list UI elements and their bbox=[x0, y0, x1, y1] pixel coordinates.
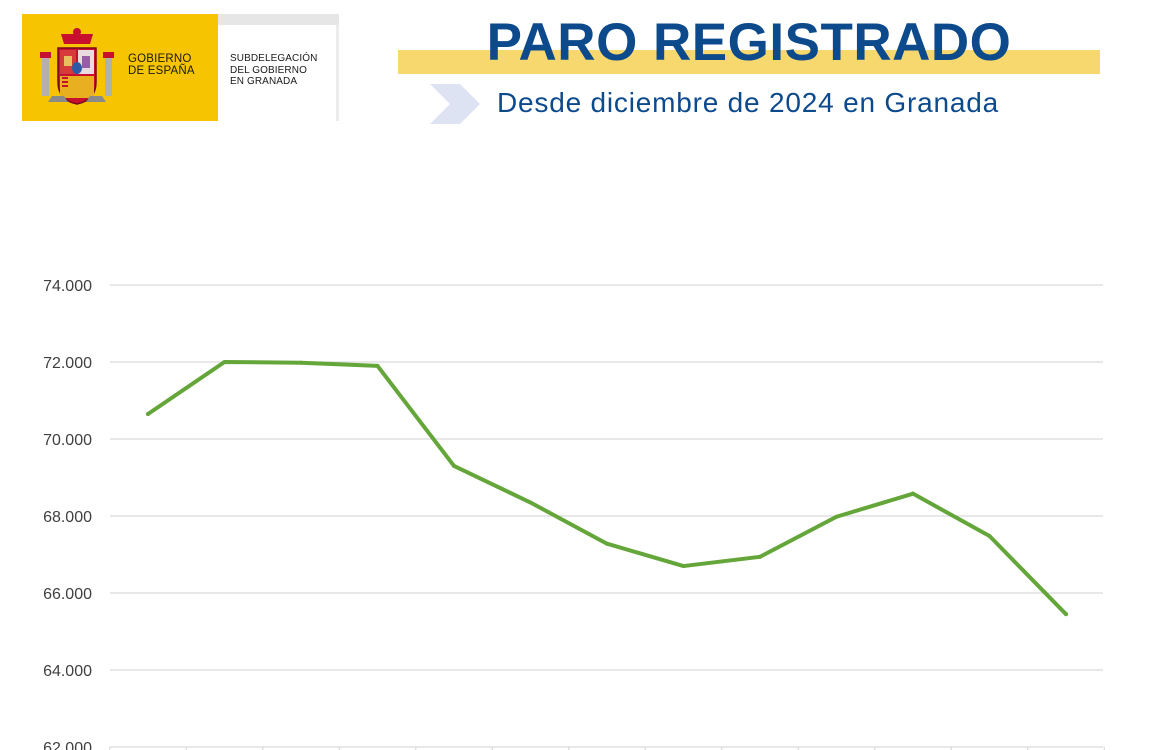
data-point bbox=[987, 534, 992, 539]
logo-office-text: SUBDELEGACIÓN DEL GOBIERNO EN GRANADA bbox=[230, 53, 318, 87]
data-point bbox=[299, 360, 303, 365]
chevron-right-icon bbox=[430, 84, 480, 124]
gobierno-logo: GOBIERNO DE ESPAÑA bbox=[22, 14, 218, 121]
y-tick-label: 62.000 bbox=[43, 740, 92, 750]
logo-ministry-text: GOBIERNO DE ESPAÑA bbox=[128, 53, 195, 77]
logo-shade bbox=[336, 25, 339, 121]
data-point bbox=[605, 541, 609, 546]
title-highlight-bar bbox=[398, 50, 1100, 74]
page-subtitle: Desde diciembre de 2024 en Granada bbox=[497, 87, 999, 118]
y-tick-label: 66.000 bbox=[43, 586, 92, 603]
data-point bbox=[375, 363, 380, 368]
y-tick-label: 64.000 bbox=[43, 663, 92, 680]
y-tick-label: 70.000 bbox=[43, 432, 92, 449]
logo-top-bar bbox=[218, 14, 339, 25]
y-tick-label: 72.000 bbox=[43, 355, 92, 372]
data-point bbox=[222, 360, 227, 364]
data-point bbox=[911, 491, 915, 496]
data-point bbox=[528, 500, 533, 505]
data-point bbox=[834, 514, 839, 519]
series-line bbox=[146, 360, 1068, 617]
data-point bbox=[758, 554, 762, 559]
data-point bbox=[146, 411, 150, 416]
y-tick-label: 68.000 bbox=[43, 509, 92, 526]
coat-of-arms-icon bbox=[40, 28, 114, 105]
page-title: PARO REGISTRADO bbox=[486, 13, 1012, 72]
data-point bbox=[1064, 612, 1068, 617]
y-tick-label: 74.000 bbox=[43, 278, 92, 295]
data-point bbox=[681, 564, 686, 569]
logo-office-panel: SUBDELEGACIÓN DEL GOBIERNO EN GRANADA bbox=[218, 14, 339, 121]
data-point bbox=[452, 463, 456, 468]
